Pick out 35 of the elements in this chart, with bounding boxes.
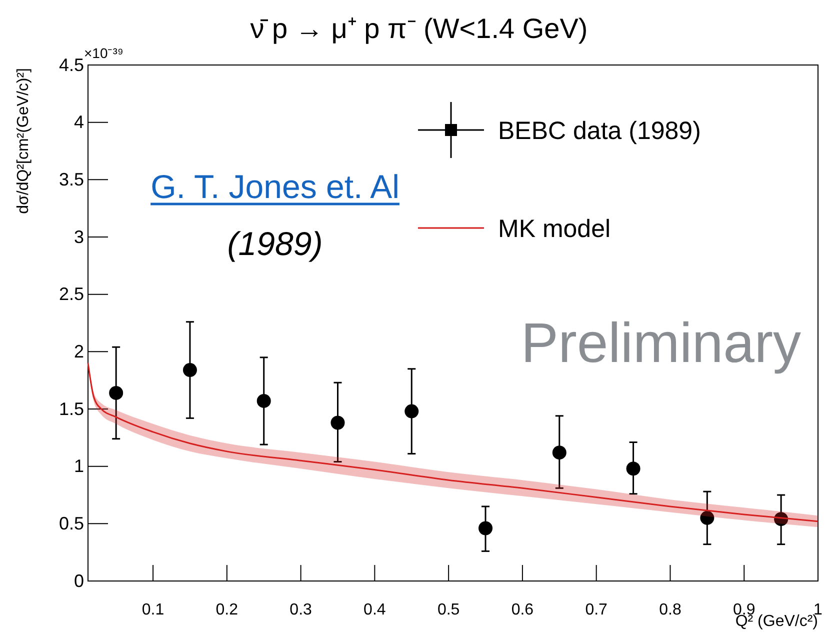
y-tick-label: 1.5 [58, 398, 84, 419]
point [256, 394, 271, 408]
y-tick-label: 2 [74, 341, 84, 362]
x-tick-label: 0.1 [142, 601, 164, 618]
y-tick-label: 4 [74, 112, 84, 132]
legend-label: MK model [498, 215, 611, 243]
annotation: (1989) [227, 225, 323, 262]
point [552, 446, 566, 460]
x-tick-label: 0.2 [216, 601, 238, 618]
y-tick-label: 3.5 [58, 169, 84, 190]
annotation: Preliminary [520, 311, 801, 374]
x-tick-label: 0.3 [290, 601, 312, 618]
point [626, 462, 640, 476]
point [330, 416, 345, 430]
y-tick-label: 4.5 [58, 54, 84, 75]
x-tick-label: 0.4 [364, 601, 386, 618]
text: ×10⁻³⁹ [84, 45, 124, 61]
y-tick-label: 0 [74, 570, 84, 591]
y-tick-label: 1 [74, 456, 84, 476]
y-tick-label: 2.5 [58, 284, 84, 304]
y-axis-title: dσ/dQ²[cm²(GeV/c)²] [15, 68, 32, 214]
y-tick-label: 3 [74, 226, 84, 247]
point [404, 404, 419, 418]
y-tick-label: 0.5 [58, 513, 84, 534]
x-tick-label: 0.6 [511, 601, 534, 618]
annotation: G. T. Jones et. Al [150, 168, 400, 205]
point [109, 386, 124, 400]
legend-label: BEBC data (1989) [498, 117, 701, 145]
point [182, 363, 197, 378]
point [700, 510, 714, 525]
x-tick-label: 0.8 [659, 601, 682, 618]
x-tick-label: 0.7 [585, 601, 608, 618]
point [478, 521, 493, 536]
chart-title: ν̄ p → μ⁺ p π⁻ (W<1.4 GeV) [250, 13, 588, 44]
x-tick-label: 0.5 [437, 601, 460, 618]
